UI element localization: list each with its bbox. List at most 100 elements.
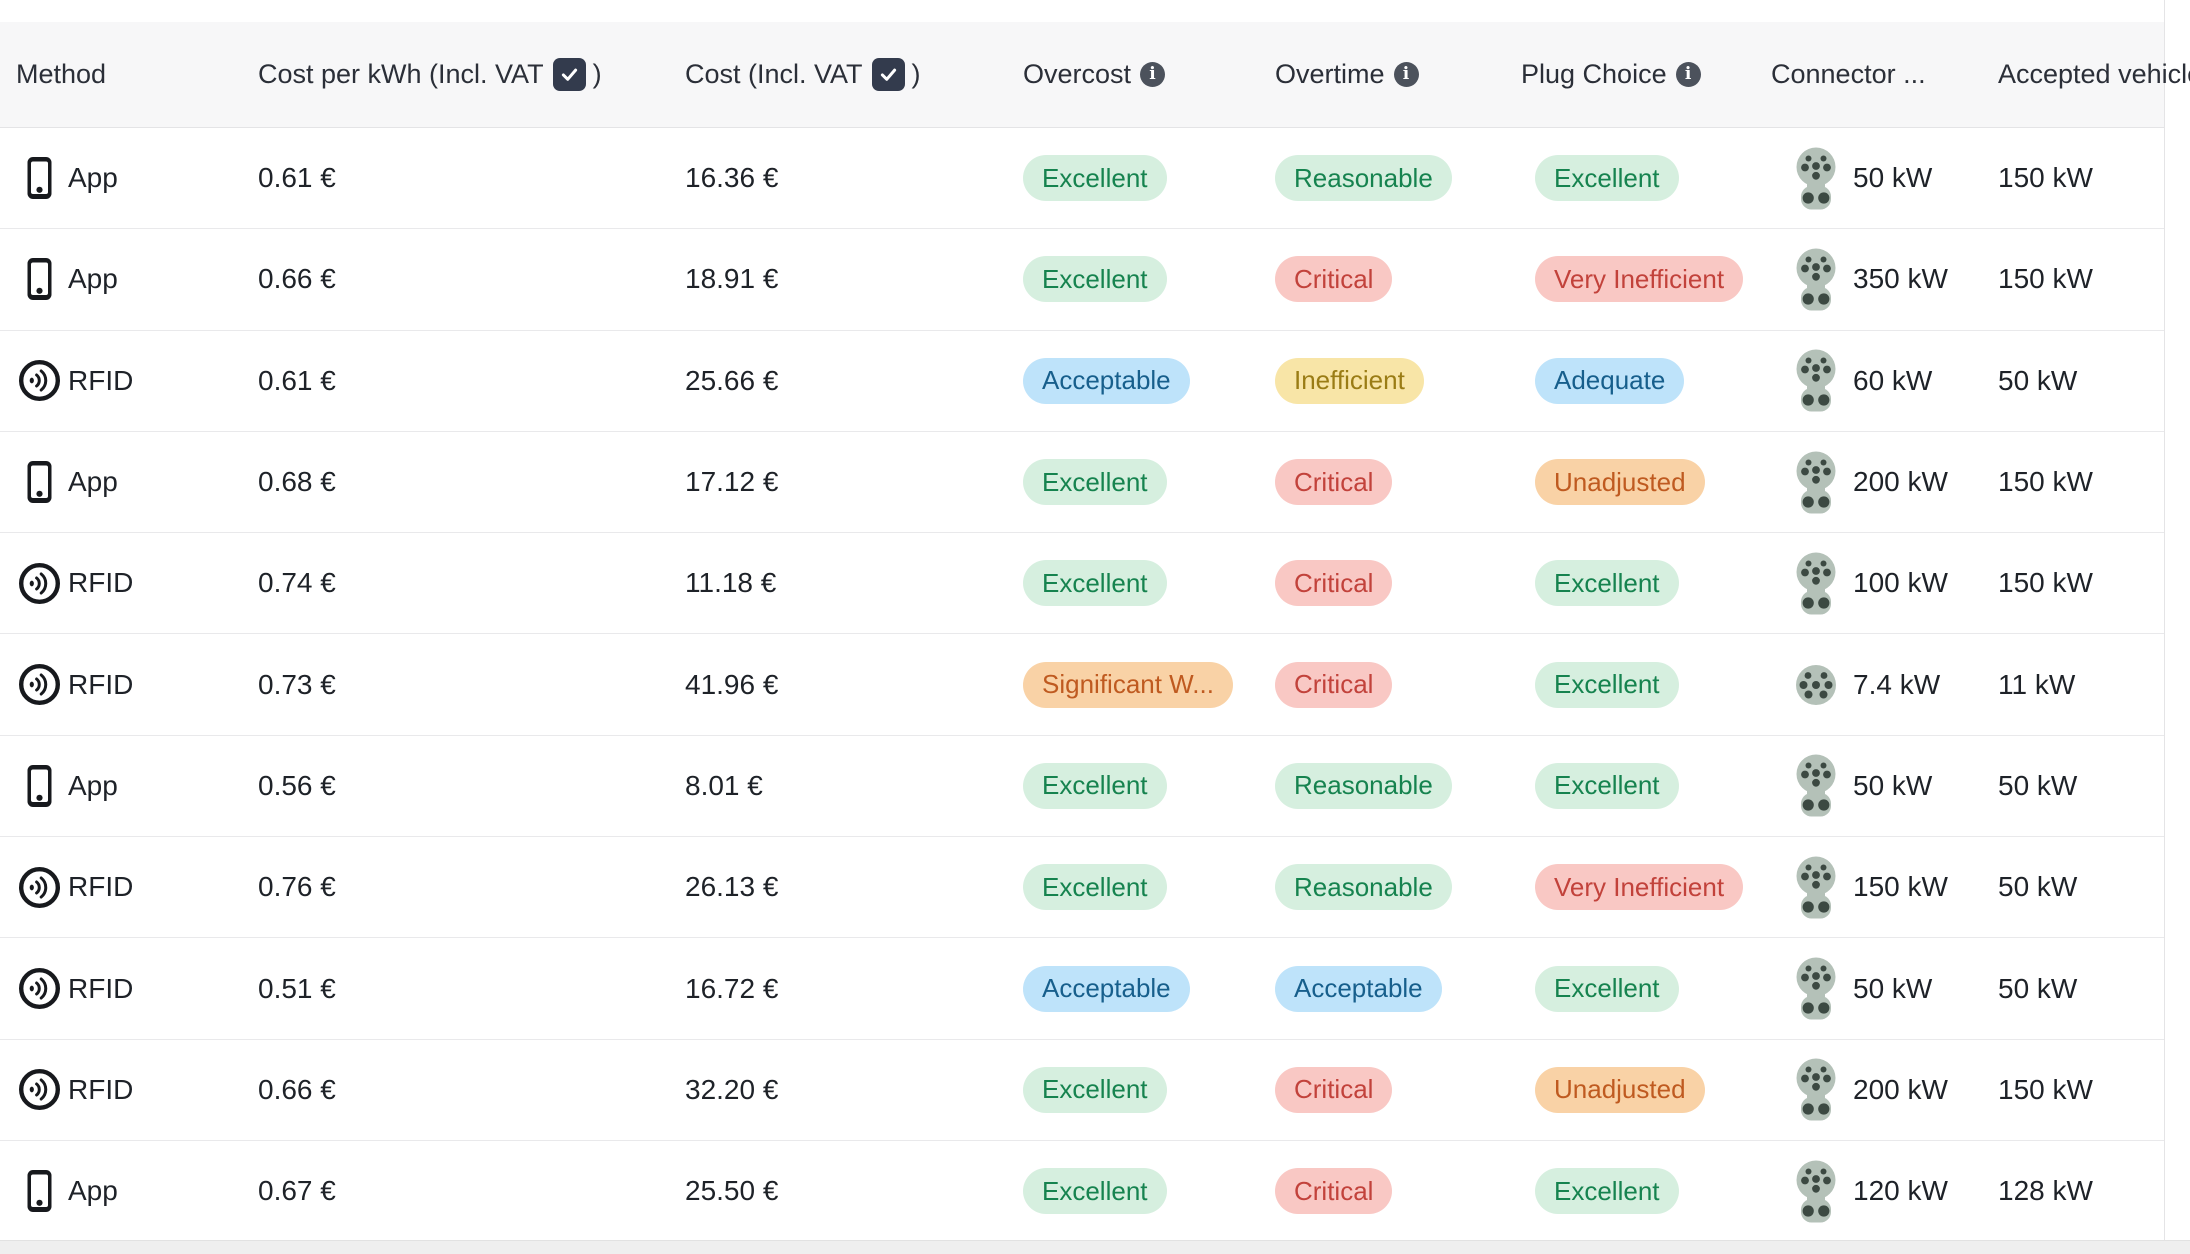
plug-choice-badge: Excellent: [1535, 560, 1679, 607]
ccs-connector-icon: [1793, 147, 1839, 210]
cost-cell: 25.66 €: [685, 365, 1023, 397]
column-header-cost[interactable]: Cost (Incl. VAT ): [685, 58, 1023, 91]
plug-choice-cell: Very Inefficient: [1535, 864, 1791, 911]
cost-per-kwh-value: 0.66 €: [258, 1073, 336, 1105]
plug-choice-cell: Adequate: [1535, 357, 1791, 404]
column-header-plug-choice[interactable]: Plug Choice i: [1521, 59, 1791, 90]
overtime-badge: Critical: [1275, 560, 1393, 607]
rfid-icon: [16, 662, 62, 707]
info-icon[interactable]: i: [1393, 62, 1419, 87]
plug-choice-badge: Excellent: [1535, 155, 1679, 202]
accepted-vehicle-cell: 150 kW: [1998, 567, 2164, 599]
plug-choice-badge: Unadjusted: [1535, 459, 1705, 506]
table-row[interactable]: RFID 0.61 € 25.66 € Acceptable Inefficie…: [0, 330, 2164, 432]
connector-cell: 60 kW: [1791, 349, 1998, 412]
connector-cell: 50 kW: [1791, 957, 1998, 1020]
connector-cell: 150 kW: [1791, 856, 1998, 919]
column-header-label: Cost per kWh (Incl. VAT: [258, 59, 544, 89]
overcost-badge: Acceptable: [1023, 357, 1190, 404]
method-cell: RFID: [16, 561, 258, 606]
accepted-vehicle-value: 50 kW: [1998, 364, 2078, 396]
overtime-badge: Critical: [1275, 661, 1393, 708]
cost-per-kwh-cell: 0.74 €: [258, 567, 685, 599]
vat-checkbox[interactable]: [871, 58, 905, 91]
table-row[interactable]: RFID 0.73 € 41.96 € Significant W... Cri…: [0, 634, 2164, 736]
table-row[interactable]: RFID 0.66 € 32.20 € Excellent Critical U…: [0, 1039, 2164, 1141]
cost-per-kwh-value: 0.61 €: [258, 364, 336, 396]
overtime-badge: Reasonable: [1275, 762, 1452, 809]
cost-value: 25.50 €: [685, 1175, 779, 1207]
cost-cell: 32.20 €: [685, 1074, 1023, 1106]
accepted-vehicle-value: 150 kW: [1998, 466, 2093, 498]
cost-cell: 17.12 €: [685, 466, 1023, 498]
overcost-cell: Excellent: [1023, 864, 1275, 911]
table-row[interactable]: App 0.68 € 17.12 € Excellent Critical Un…: [0, 431, 2164, 534]
table-row[interactable]: App 0.61 € 16.36 € Excellent Reasonable …: [0, 128, 2164, 230]
cost-per-kwh-cell: 0.56 €: [258, 770, 685, 802]
info-icon[interactable]: i: [1675, 62, 1701, 87]
plug-choice-cell: Excellent: [1535, 661, 1791, 708]
method-label: App: [68, 263, 118, 295]
accepted-vehicle-value: 50 kW: [1998, 972, 2078, 1004]
column-header-overcost[interactable]: Overcost i: [1023, 59, 1275, 90]
overtime-cell: Inefficient: [1275, 357, 1535, 404]
cost-per-kwh-cell: 0.61 €: [258, 365, 685, 397]
table-body: App 0.61 € 16.36 € Excellent Reasonable …: [0, 128, 2164, 1243]
column-header-cost-per-kwh[interactable]: Cost per kWh (Incl. VAT ): [258, 58, 685, 91]
method-label: RFID: [68, 871, 134, 903]
column-header-accepted-vehicle[interactable]: Accepted vehicle: [1998, 59, 2190, 90]
ccs-connector-icon: [1793, 754, 1839, 817]
method-cell: RFID: [16, 358, 258, 403]
method-label: RFID: [68, 364, 134, 396]
horizontal-scrollbar-track[interactable]: [0, 1240, 2190, 1254]
method-label: App: [68, 769, 118, 801]
cost-cell: 26.13 €: [685, 871, 1023, 903]
overtime-badge: Critical: [1275, 1168, 1393, 1215]
cost-value: 26.13 €: [685, 871, 779, 903]
connector-cell: 50 kW: [1791, 147, 1998, 210]
overtime-cell: Acceptable: [1275, 965, 1535, 1012]
plug-choice-cell: Excellent: [1535, 560, 1791, 607]
cost-per-kwh-cell: 0.66 €: [258, 263, 685, 295]
rfid-icon: [16, 358, 62, 403]
column-header-method[interactable]: Method: [16, 59, 258, 90]
connector-power-value: 7.4 kW: [1853, 668, 1941, 700]
table-header-row: Method Cost per kWh (Incl. VAT ) Cost (I…: [0, 22, 2190, 128]
plug-choice-cell: Very Inefficient: [1535, 256, 1791, 303]
table-row[interactable]: RFID 0.76 € 26.13 € Excellent Reasonable…: [0, 837, 2164, 939]
accepted-vehicle-cell: 50 kW: [1998, 973, 2164, 1005]
method-cell: App: [16, 1169, 258, 1213]
table-row[interactable]: App 0.67 € 25.50 € Excellent Critical Ex…: [0, 1140, 2164, 1243]
vat-checkbox[interactable]: [552, 58, 586, 91]
plug-choice-cell: Unadjusted: [1535, 1066, 1791, 1113]
cost-per-kwh-value: 0.74 €: [258, 567, 336, 599]
column-header-label: Method: [16, 59, 107, 89]
smartphone-icon: [16, 764, 62, 808]
overcost-cell: Acceptable: [1023, 357, 1275, 404]
plug-choice-badge: Unadjusted: [1535, 1066, 1705, 1113]
overtime-badge: Critical: [1275, 256, 1393, 303]
cost-cell: 16.72 €: [685, 973, 1023, 1005]
table-row[interactable]: App 0.66 € 18.91 € Excellent Critical Ve…: [0, 229, 2164, 331]
accepted-vehicle-cell: 128 kW: [1998, 1175, 2164, 1207]
column-header-overtime[interactable]: Overtime i: [1275, 59, 1535, 90]
method-cell: RFID: [16, 662, 258, 707]
accepted-vehicle-cell: 11 kW: [1998, 669, 2164, 701]
ccs-connector-icon: [1793, 1058, 1839, 1121]
overtime-cell: Critical: [1275, 459, 1535, 506]
table-row[interactable]: RFID 0.51 € 16.72 € Acceptable Acceptabl…: [0, 938, 2164, 1040]
table-row[interactable]: App 0.56 € 8.01 € Excellent Reasonable E…: [0, 735, 2164, 838]
ccs-connector-icon: [1793, 1160, 1839, 1223]
connector-cell: 120 kW: [1791, 1160, 1998, 1223]
table-row[interactable]: RFID 0.74 € 11.18 € Excellent Critical E…: [0, 533, 2164, 635]
connector-power-value: 350 kW: [1853, 263, 1948, 295]
info-icon[interactable]: i: [1140, 62, 1166, 87]
column-header-connector[interactable]: Connector ...: [1771, 59, 1998, 90]
rfid-icon: [16, 966, 62, 1011]
method-cell: App: [16, 764, 258, 808]
connector-power-value: 50 kW: [1853, 162, 1933, 194]
plug-choice-cell: Excellent: [1535, 762, 1791, 809]
method-cell: App: [16, 156, 258, 200]
column-header-suffix: ): [592, 59, 602, 89]
rfid-icon: [16, 561, 62, 606]
